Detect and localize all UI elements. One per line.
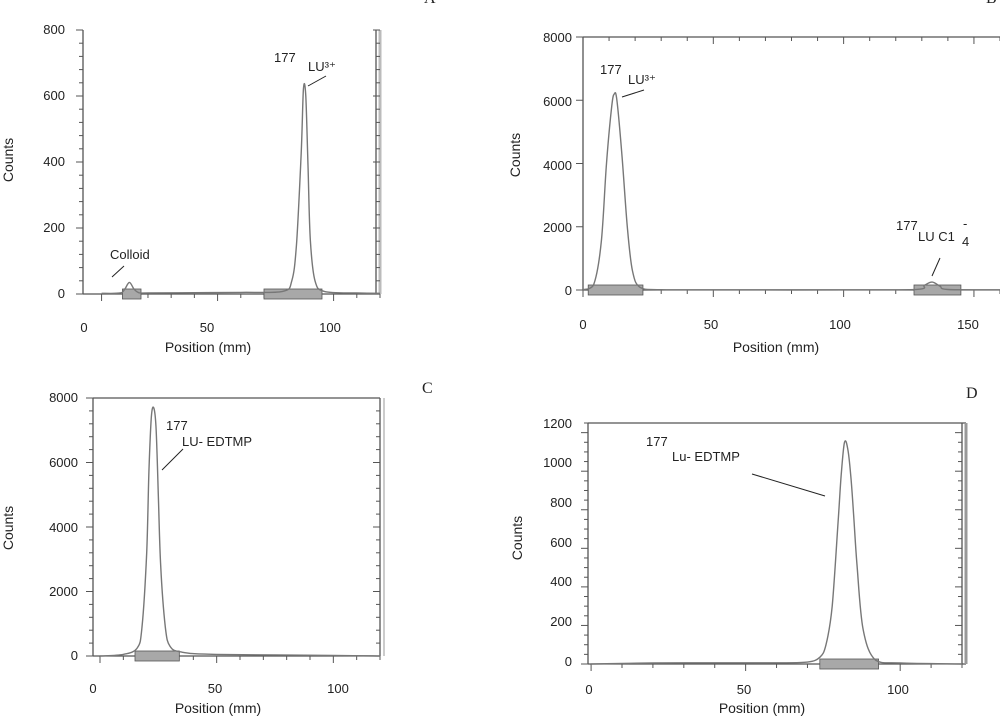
x-axis-title: Position (mm): [175, 700, 261, 716]
panel-letter: B: [986, 0, 997, 7]
x-tick-label: 0: [579, 317, 586, 332]
peak-label-subscript: 4: [962, 234, 969, 249]
x-tick-label: 100: [319, 320, 341, 335]
y-tick-label: 4000: [543, 158, 572, 173]
x-tick-label: 50: [200, 320, 214, 335]
y-ticks: [581, 422, 962, 665]
peak-label-species: LU³⁺: [628, 72, 656, 87]
panel-letter: D: [966, 385, 978, 402]
y-tick-label: 400: [43, 154, 65, 169]
y-ticks: [76, 29, 380, 295]
region-bar: [819, 658, 879, 670]
panel-letter: A: [424, 0, 436, 7]
peak-label-charge: -: [963, 216, 967, 231]
x-tick-label: 100: [887, 682, 909, 697]
y-tick-label: 8000: [49, 390, 78, 405]
region-bar: [263, 288, 323, 300]
trace-line: [582, 91, 1000, 291]
y-tick-label: 0: [565, 654, 572, 669]
y-tick-label: 0: [565, 283, 572, 298]
y-tick-label: 2000: [49, 584, 78, 599]
trace-line: [99, 406, 381, 657]
y-axis-title: Counts: [0, 138, 16, 182]
y-tick-label: 600: [550, 535, 572, 550]
y-tick-label: 200: [43, 220, 65, 235]
y-axis-title: Counts: [507, 133, 523, 177]
peak-label-species: LU³⁺: [308, 59, 336, 74]
y-tick-label: 2000: [543, 220, 572, 235]
peak-leader-line: [307, 75, 327, 87]
peak-label-species-2: LU C1: [918, 229, 955, 244]
region-bar: [122, 288, 142, 300]
y-tick-label: 4000: [49, 520, 78, 535]
trace-line: [101, 82, 381, 295]
y-tick-label: 200: [550, 614, 572, 629]
y-tick-label: 800: [550, 495, 572, 510]
x-ticks: [101, 294, 381, 301]
colloid-leader-line: [111, 265, 125, 278]
panel-letter: C: [422, 380, 433, 397]
x-tick-label: 0: [89, 681, 96, 696]
panel-c: C 8000 6000 4000 2000 0 0 50 100 Positio…: [0, 380, 433, 716]
integration-regions: [819, 658, 879, 670]
peak-label-species: Lu- EDTMP: [672, 449, 740, 464]
axes-frame: [587, 422, 966, 665]
y-tick-label: 1200: [543, 416, 572, 431]
y-tick-label: 6000: [543, 94, 572, 109]
peak-label-isotope: 177: [646, 434, 668, 449]
peak-label-isotope: 177: [274, 50, 296, 65]
y-tick-label: 8000: [543, 30, 572, 45]
x-tick-label: 100: [829, 317, 851, 332]
peak-leader-line: [161, 448, 184, 471]
peak-label-species: LU- EDTMP: [182, 434, 252, 449]
x-tick-label: 50: [208, 681, 222, 696]
x-axis-title: Position (mm): [719, 700, 805, 716]
x-ticks: [590, 664, 963, 671]
x-tick-label: 150: [957, 317, 979, 332]
y-tick-label: 0: [71, 648, 78, 663]
x-tick-label: 100: [327, 681, 349, 696]
panel-a: A 800 600 400 200 0 0 50 100 Position (m…: [0, 0, 436, 355]
panel-d: D 1200 1000 800 600 400 200 0 0 50 100 P…: [509, 385, 978, 716]
peak-leader-line: [751, 473, 826, 497]
y-ticks: [86, 397, 380, 657]
trace-line: [591, 440, 963, 665]
y-tick-label: 600: [43, 88, 65, 103]
y-tick-label: 800: [43, 22, 65, 37]
peak-label-isotope: 177: [600, 62, 622, 77]
peak-leader-line-2: [931, 257, 941, 277]
y-axis-title: Counts: [509, 516, 525, 560]
y-tick-label: 0: [58, 286, 65, 301]
peak-label-colloid: Colloid: [110, 247, 150, 262]
integration-regions: [122, 288, 323, 300]
y-ticks: [576, 36, 583, 291]
y-tick-label: 6000: [49, 455, 78, 470]
peak-leader-line: [621, 89, 645, 98]
x-tick-label: 50: [704, 317, 718, 332]
y-tick-label: 400: [550, 574, 572, 589]
x-tick-label: 0: [585, 682, 592, 697]
region-bar: [587, 284, 644, 296]
peak-label-isotope: 177: [166, 418, 188, 433]
panel-b: B 8000 6000 4000 2000 0 0 50 100 150 Pos…: [507, 0, 1000, 355]
region-bar: [134, 650, 180, 662]
x-axis-title: Position (mm): [165, 339, 251, 355]
x-ticks: [582, 37, 1000, 297]
integration-regions: [134, 650, 180, 662]
x-axis-title: Position (mm): [733, 339, 819, 355]
y-axis-title: Counts: [0, 506, 16, 550]
x-tick-label: 0: [80, 320, 87, 335]
y-tick-label: 1000: [543, 455, 572, 470]
x-tick-label: 50: [737, 682, 751, 697]
peak-label-isotope-2: 177: [896, 218, 918, 233]
